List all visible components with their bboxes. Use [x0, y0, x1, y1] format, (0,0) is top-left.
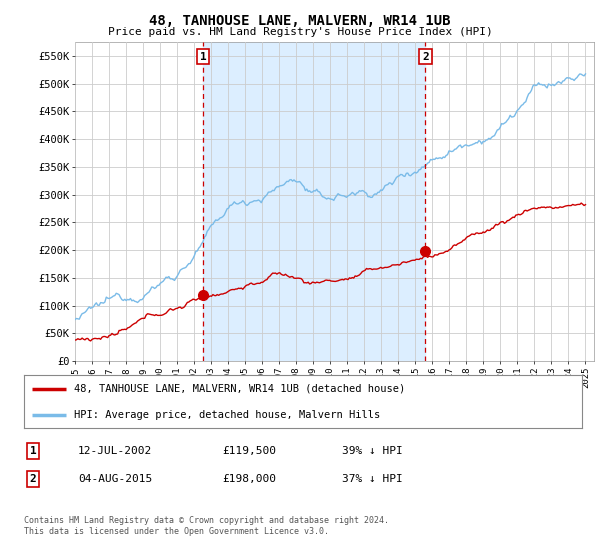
- Text: £119,500: £119,500: [222, 446, 276, 456]
- Text: Price paid vs. HM Land Registry's House Price Index (HPI): Price paid vs. HM Land Registry's House …: [107, 27, 493, 37]
- Text: 37% ↓ HPI: 37% ↓ HPI: [342, 474, 403, 484]
- Text: 1: 1: [200, 52, 206, 62]
- Text: 48, TANHOUSE LANE, MALVERN, WR14 1UB (detached house): 48, TANHOUSE LANE, MALVERN, WR14 1UB (de…: [74, 384, 406, 394]
- Text: 2: 2: [422, 52, 429, 62]
- Text: Contains HM Land Registry data © Crown copyright and database right 2024.
This d: Contains HM Land Registry data © Crown c…: [24, 516, 389, 536]
- Text: 39% ↓ HPI: 39% ↓ HPI: [342, 446, 403, 456]
- Text: HPI: Average price, detached house, Malvern Hills: HPI: Average price, detached house, Malv…: [74, 410, 380, 420]
- Text: £198,000: £198,000: [222, 474, 276, 484]
- Text: 1: 1: [29, 446, 37, 456]
- Text: 48, TANHOUSE LANE, MALVERN, WR14 1UB: 48, TANHOUSE LANE, MALVERN, WR14 1UB: [149, 14, 451, 28]
- Text: 2: 2: [29, 474, 37, 484]
- Text: 12-JUL-2002: 12-JUL-2002: [78, 446, 152, 456]
- Text: 04-AUG-2015: 04-AUG-2015: [78, 474, 152, 484]
- Bar: [203, 42, 425, 361]
